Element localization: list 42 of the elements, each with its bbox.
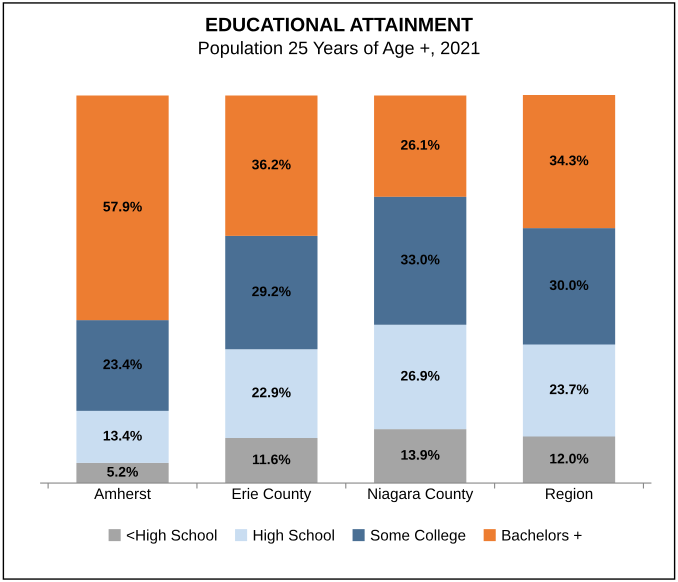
data-label: 13.9%	[401, 450, 440, 460]
legend-label: Some College	[370, 529, 466, 544]
bar	[522, 95, 616, 228]
data-label: 12.0%	[550, 454, 588, 464]
bar	[225, 95, 318, 236]
chart-subtitle: Population 25 Years of Age +, 2021	[199, 41, 480, 58]
data-label: 5.2%	[107, 466, 138, 477]
data-label: 57.9%	[103, 202, 142, 212]
legend-label: High School	[254, 529, 334, 544]
bar	[76, 410, 169, 463]
data-label: 23.4%	[103, 359, 142, 370]
data-label: 22.9%	[252, 388, 291, 398]
x-tick-label: Erie County	[232, 488, 312, 502]
data-label: 13.4%	[104, 430, 142, 441]
bar	[76, 462, 169, 484]
x-tick-label: Amherst	[94, 488, 151, 500]
bar	[225, 438, 318, 484]
bar	[374, 196, 466, 325]
bar	[522, 228, 616, 345]
data-label: 34.3%	[550, 155, 588, 166]
bar	[374, 429, 466, 484]
legend-label: <High School	[126, 529, 216, 544]
x-tick-label: Region	[546, 488, 592, 502]
bar	[522, 436, 616, 484]
x-tick-label: Niagara County	[368, 488, 474, 502]
data-label: 36.2%	[252, 160, 291, 170]
bar	[225, 236, 318, 350]
data-label: 23.7%	[550, 384, 588, 394]
data-label: 30.0%	[550, 280, 588, 290]
data-label: 26.9%	[400, 370, 440, 381]
data-label: 26.1%	[400, 140, 440, 150]
chart-title: EDUCATIONAL ATTAINMENT	[206, 18, 473, 32]
bar	[225, 349, 318, 438]
bar	[76, 95, 169, 320]
bar	[374, 324, 466, 430]
data-label: 11.6%	[252, 454, 290, 464]
bar	[76, 320, 169, 411]
data-label: 29.2%	[252, 286, 291, 296]
bar	[374, 95, 466, 197]
legend-label: Bachelors +	[502, 529, 582, 541]
bar	[522, 344, 616, 436]
data-label: 33.0%	[400, 254, 440, 264]
